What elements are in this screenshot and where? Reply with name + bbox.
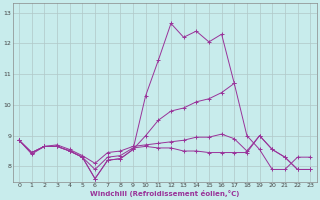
X-axis label: Windchill (Refroidissement éolien,°C): Windchill (Refroidissement éolien,°C) bbox=[90, 190, 239, 197]
